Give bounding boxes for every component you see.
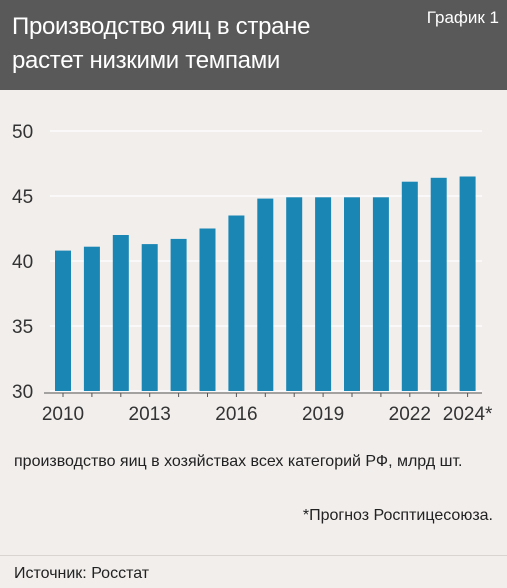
bar-2017 <box>257 198 274 391</box>
bar-2018 <box>286 197 303 391</box>
chart-number-badge: График 1 <box>426 8 499 27</box>
bar-2021 <box>372 197 389 391</box>
units-note: производство яиц в хозяйствах всех катег… <box>14 453 463 470</box>
bar-2014 <box>170 238 187 391</box>
bar-2011 <box>83 246 100 391</box>
x-tick-label: 2010 <box>42 404 84 425</box>
y-tick-label: 45 <box>12 187 33 208</box>
y-tick-label: 30 <box>12 382 33 403</box>
bar-2023 <box>430 177 447 391</box>
y-tick-label: 35 <box>12 317 33 338</box>
header-bar: Производство яиц в стране растет низкими… <box>0 0 507 90</box>
source-text: Источник: Росстат <box>14 565 150 582</box>
bar-2024 <box>459 176 476 391</box>
chart-title: Производство яиц в стране растет низкими… <box>12 10 402 78</box>
bar-2013 <box>141 244 158 391</box>
bar-2022 <box>401 181 418 391</box>
y-tick-label: 40 <box>12 252 33 273</box>
source-bar <box>0 555 507 588</box>
chart-title-line1: Производство яиц в стране <box>12 13 311 40</box>
bar-2012 <box>112 235 129 391</box>
x-tick-label: 2016 <box>215 404 257 425</box>
x-tick-label: 2013 <box>129 404 171 425</box>
bar-2019 <box>315 197 332 391</box>
forecast-footnote: *Прогноз Росптицесоюза. <box>302 507 493 524</box>
y-tick-label: 50 <box>12 122 33 143</box>
x-tick-label: 2022 <box>389 404 431 425</box>
chart-title-line2: растет низкими темпами <box>12 47 280 74</box>
x-tick-label: 2024* <box>443 404 493 425</box>
x-tick-label: 2019 <box>302 404 344 425</box>
bar-2020 <box>344 197 360 391</box>
bar-2010 <box>55 250 71 391</box>
bar-chart: 30 35 40 45 50 2010 2013 2016 2019 2022 2024* <box>12 122 493 425</box>
bar-2015 <box>199 228 216 391</box>
bar-2016 <box>228 215 245 391</box>
